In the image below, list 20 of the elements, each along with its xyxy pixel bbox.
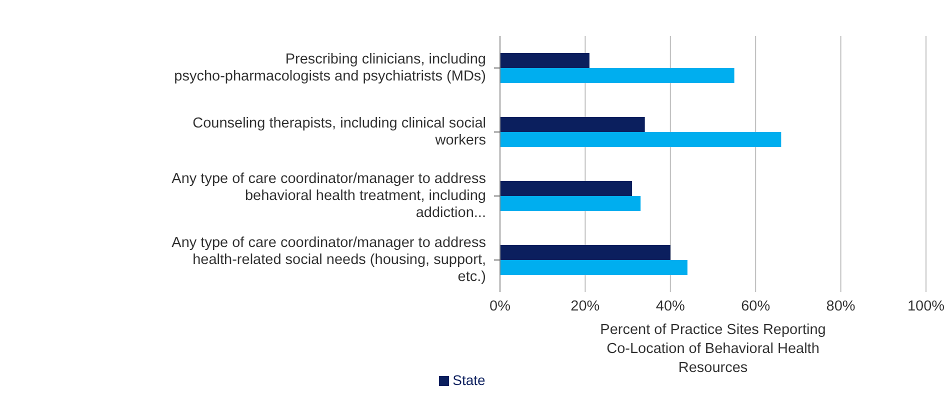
y-tick-label: Counseling therapists, including clinical social workers [192,115,486,148]
bar [500,68,734,83]
y-tick-label: Prescribing clinicians, including psycho-pharmacologists and psychiatrists (MDs) [174,51,486,84]
bar [500,117,645,132]
bar [500,181,632,196]
bar [500,53,590,68]
bar [500,196,641,211]
bar [500,260,688,275]
x-tick-label: 60% [741,298,770,314]
x-tick-label: 40% [656,298,686,314]
x-axis-title: Percent of Practice Sites Reporting Co-Location of Behavioral Health Resources [600,322,826,376]
y-tick-label: Any type of care coordinator/manager to address health-related social needs (housing, support, etc.) [172,234,486,285]
bar [500,245,670,260]
x-tick-label: 0% [490,298,511,314]
x-tick-label: 100% [907,298,945,314]
legend-label: State [452,372,486,388]
bar [500,132,782,147]
x-tick-label: 80% [826,298,856,314]
y-tick-label: Any type of care coordinator/manager to address behavioral health treatment, including addiction... [172,170,486,221]
x-tick-label: 20% [570,298,600,314]
